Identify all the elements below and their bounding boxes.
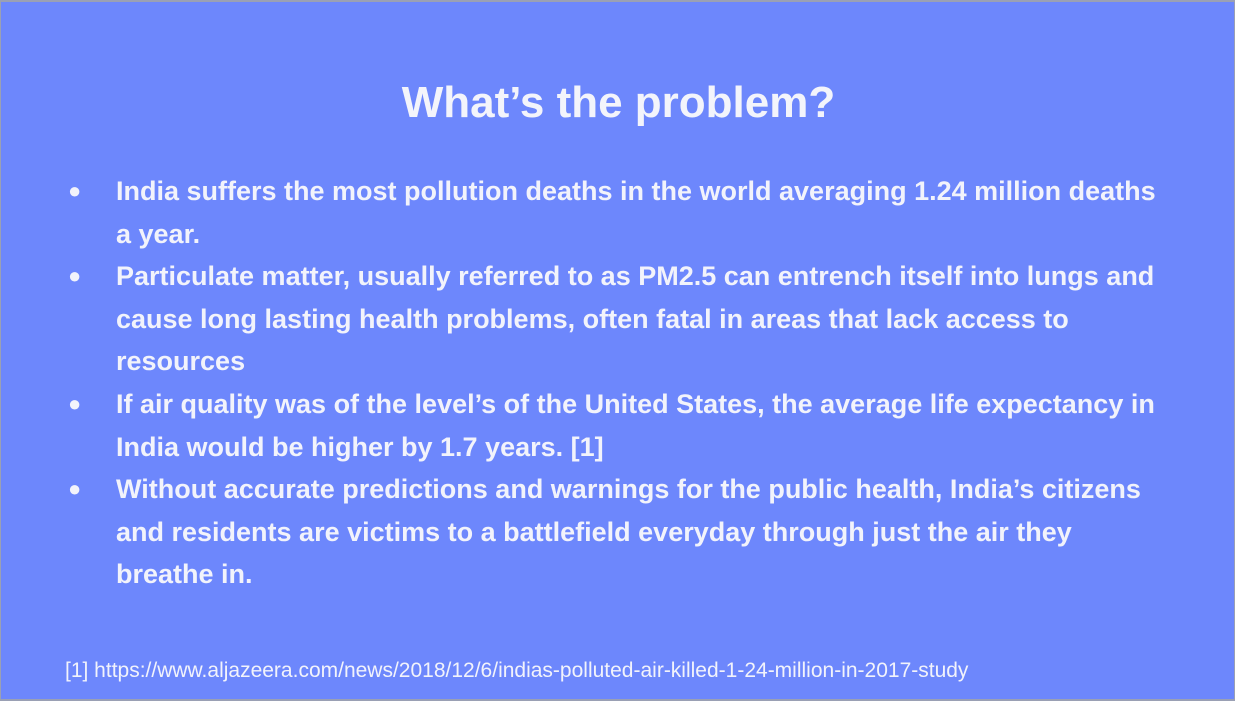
bullet-item: ● Without accurate predictions and warni… <box>1 468 1235 596</box>
slide-title: What’s the problem? <box>401 78 836 127</box>
bullet-item: ● If air quality was of the level’s of t… <box>1 383 1235 468</box>
bullet-text: If air quality was of the level’s of the… <box>116 388 1155 462</box>
bullet-text: Particulate matter, usually referred to … <box>116 261 1155 377</box>
bullet-list: ● India suffers the most pollution death… <box>1 170 1235 596</box>
bullet-item: ● Particulate matter, usually referred t… <box>1 255 1235 383</box>
footnote-citation[interactable]: [1] https://www.aljazeera.com/news/2018/… <box>65 659 969 682</box>
bullet-dot-icon: ● <box>68 476 82 502</box>
bullet-text: India suffers the most pollution deaths … <box>116 176 1156 249</box>
bullet-text: Without accurate predictions and warning… <box>116 474 1141 590</box>
bullet-item: ● India suffers the most pollution death… <box>1 170 1235 255</box>
bullet-dot-icon: ● <box>68 263 82 289</box>
bullet-dot-icon: ● <box>68 178 82 203</box>
bullet-dot-icon: ● <box>68 390 82 416</box>
